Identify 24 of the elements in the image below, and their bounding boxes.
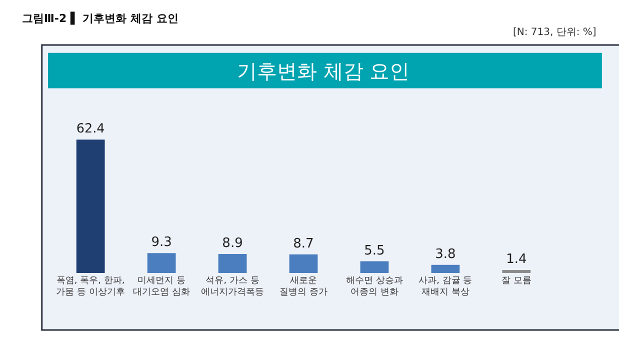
chart-title: 그림Ⅲ-2 ▌ 기후변화 체감 요인 <box>22 11 178 25</box>
x-tick-label: 새로운 질병의 증가 <box>280 276 328 298</box>
x-tick-label: 미세먼지 등 대기오염 심화 <box>133 276 190 298</box>
data-label: 8.9 <box>222 236 243 251</box>
x-tick-label: 석유, 가스 등 에너지가격폭등 <box>201 276 264 298</box>
bar <box>502 270 531 273</box>
data-label: 3.8 <box>435 246 456 262</box>
x-tick-label: 폭염, 폭우, 한파, 가뭄 등 이상기후 <box>56 276 125 298</box>
chart-subtitle: [N: 713, 단위: %] <box>513 27 596 38</box>
bar <box>289 254 318 273</box>
bar <box>360 261 389 273</box>
data-label: 5.5 <box>364 243 385 258</box>
x-tick-label: 사과, 감귤 등 재배지 북상 <box>418 276 472 298</box>
x-tick-label: 잘 모름 <box>501 276 532 286</box>
bar <box>147 253 176 273</box>
data-label: 9.3 <box>151 235 172 250</box>
text: 기후변화 체감 요인 <box>237 59 410 83</box>
x-tick-label: 해수면 상승과 어종의 변화 <box>346 276 403 298</box>
bar <box>431 264 460 273</box>
data-label: 1.4 <box>506 252 527 268</box>
bar <box>218 254 247 273</box>
data-label: 8.7 <box>293 236 314 252</box>
data-label: 62.4 <box>76 122 105 137</box>
bar <box>76 140 105 273</box>
